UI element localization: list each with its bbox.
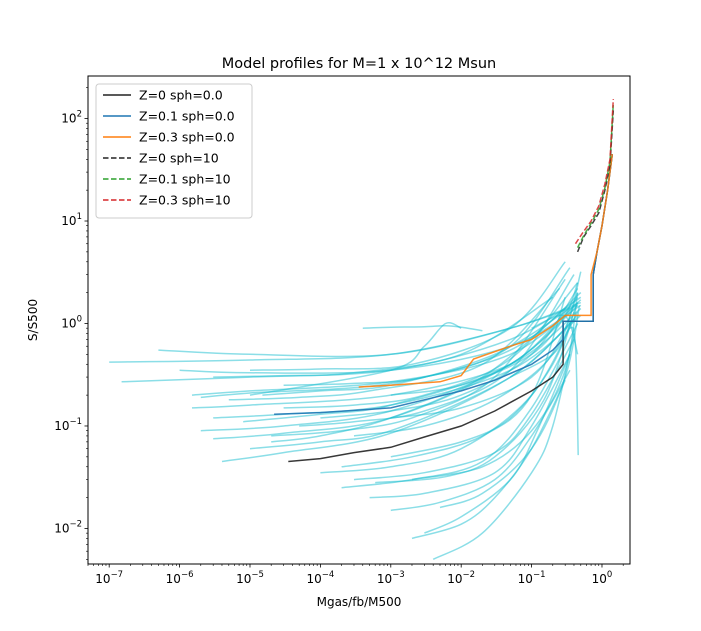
legend-entry: Z=0.1 sph=0.0 (139, 109, 235, 124)
background-profile-30 (249, 261, 566, 371)
legend-entry: Z=0.1 sph=10 (139, 172, 231, 187)
background-profile-20 (369, 353, 571, 499)
background-profile-42 (411, 292, 579, 481)
background-profile-11 (243, 296, 579, 423)
background-profile-4 (191, 299, 582, 396)
series-line-3 (576, 110, 615, 253)
legend: Z=0 sph=0.0 Z=0.1 sph=0.0 Z=0.3 sph=0.0 Z=0… (95, 83, 253, 219)
y-tick-label: 10−2 (54, 519, 82, 535)
background-profile-32 (249, 322, 462, 396)
background-profile-22 (411, 379, 566, 540)
plot-frame (87, 75, 631, 565)
legend-box (95, 83, 253, 219)
background-profile-40 (375, 311, 575, 484)
legend-entry: Z=0 sph=0.0 (139, 88, 223, 103)
series-lines (274, 98, 615, 463)
x-tick-label: 10−7 (95, 570, 123, 586)
background-profile-36 (213, 296, 554, 378)
x-tick-label: 10−6 (166, 570, 194, 586)
background-profile-2 (158, 301, 582, 358)
x-ticks: 10−7 10−6 10−5 10−4 10−3 10−2 10−1 100 (87, 564, 624, 586)
y-tick-label: 100 (61, 314, 82, 330)
legend-entry: Z=0.3 sph=0.0 (139, 130, 235, 145)
background-profile-18 (341, 323, 579, 489)
y-tick-label: 10−1 (54, 417, 82, 433)
background-profile-13 (262, 307, 571, 396)
legend-entry: Z=0.3 sph=10 (139, 193, 231, 208)
x-tick-label: 10−4 (306, 570, 334, 586)
background-profile-16 (299, 274, 575, 427)
series-line-2 (358, 154, 614, 388)
y-tick-label: 101 (61, 212, 82, 228)
background-profile-23 (424, 354, 571, 534)
x-axis-label: Mgas/fb/M500 (317, 595, 402, 609)
series-line-0 (288, 154, 614, 463)
x-tick-label: 10−1 (518, 570, 546, 586)
background-profile-29 (283, 267, 571, 386)
background-profile-19 (353, 339, 575, 481)
background-profile-15 (283, 282, 579, 409)
x-tick-label: 10−5 (236, 570, 264, 586)
background-profile-25 (439, 305, 581, 509)
y-ticks: 10−2 10−1 100 101 102 (54, 87, 88, 560)
x-tick-label: 10−3 (377, 570, 405, 586)
background-profile-39 (341, 297, 566, 468)
background-profile-37 (228, 287, 561, 401)
background-profile-17 (320, 311, 579, 474)
chart-title: Model profiles for M=1 x 10^12 Msun (222, 56, 496, 72)
background-profile-35 (390, 282, 579, 396)
series-line-5 (574, 98, 615, 245)
background-profiles (109, 261, 582, 560)
background-profile-31 (362, 325, 483, 332)
background-profile-34 (531, 314, 579, 355)
legend-entry: Z=0 sph=10 (139, 151, 219, 166)
background-profile-28 (320, 287, 579, 419)
x-tick-label: 100 (592, 570, 613, 586)
background-profile-41 (390, 271, 582, 419)
y-axis-label: S/S500 (26, 299, 40, 341)
x-tick-label: 10−2 (447, 570, 475, 586)
background-profile-24 (432, 333, 575, 560)
background-profile-0 (109, 304, 578, 363)
y-tick-label: 102 (61, 110, 82, 126)
background-profile-12 (249, 318, 575, 450)
background-profile-33 (510, 326, 579, 456)
